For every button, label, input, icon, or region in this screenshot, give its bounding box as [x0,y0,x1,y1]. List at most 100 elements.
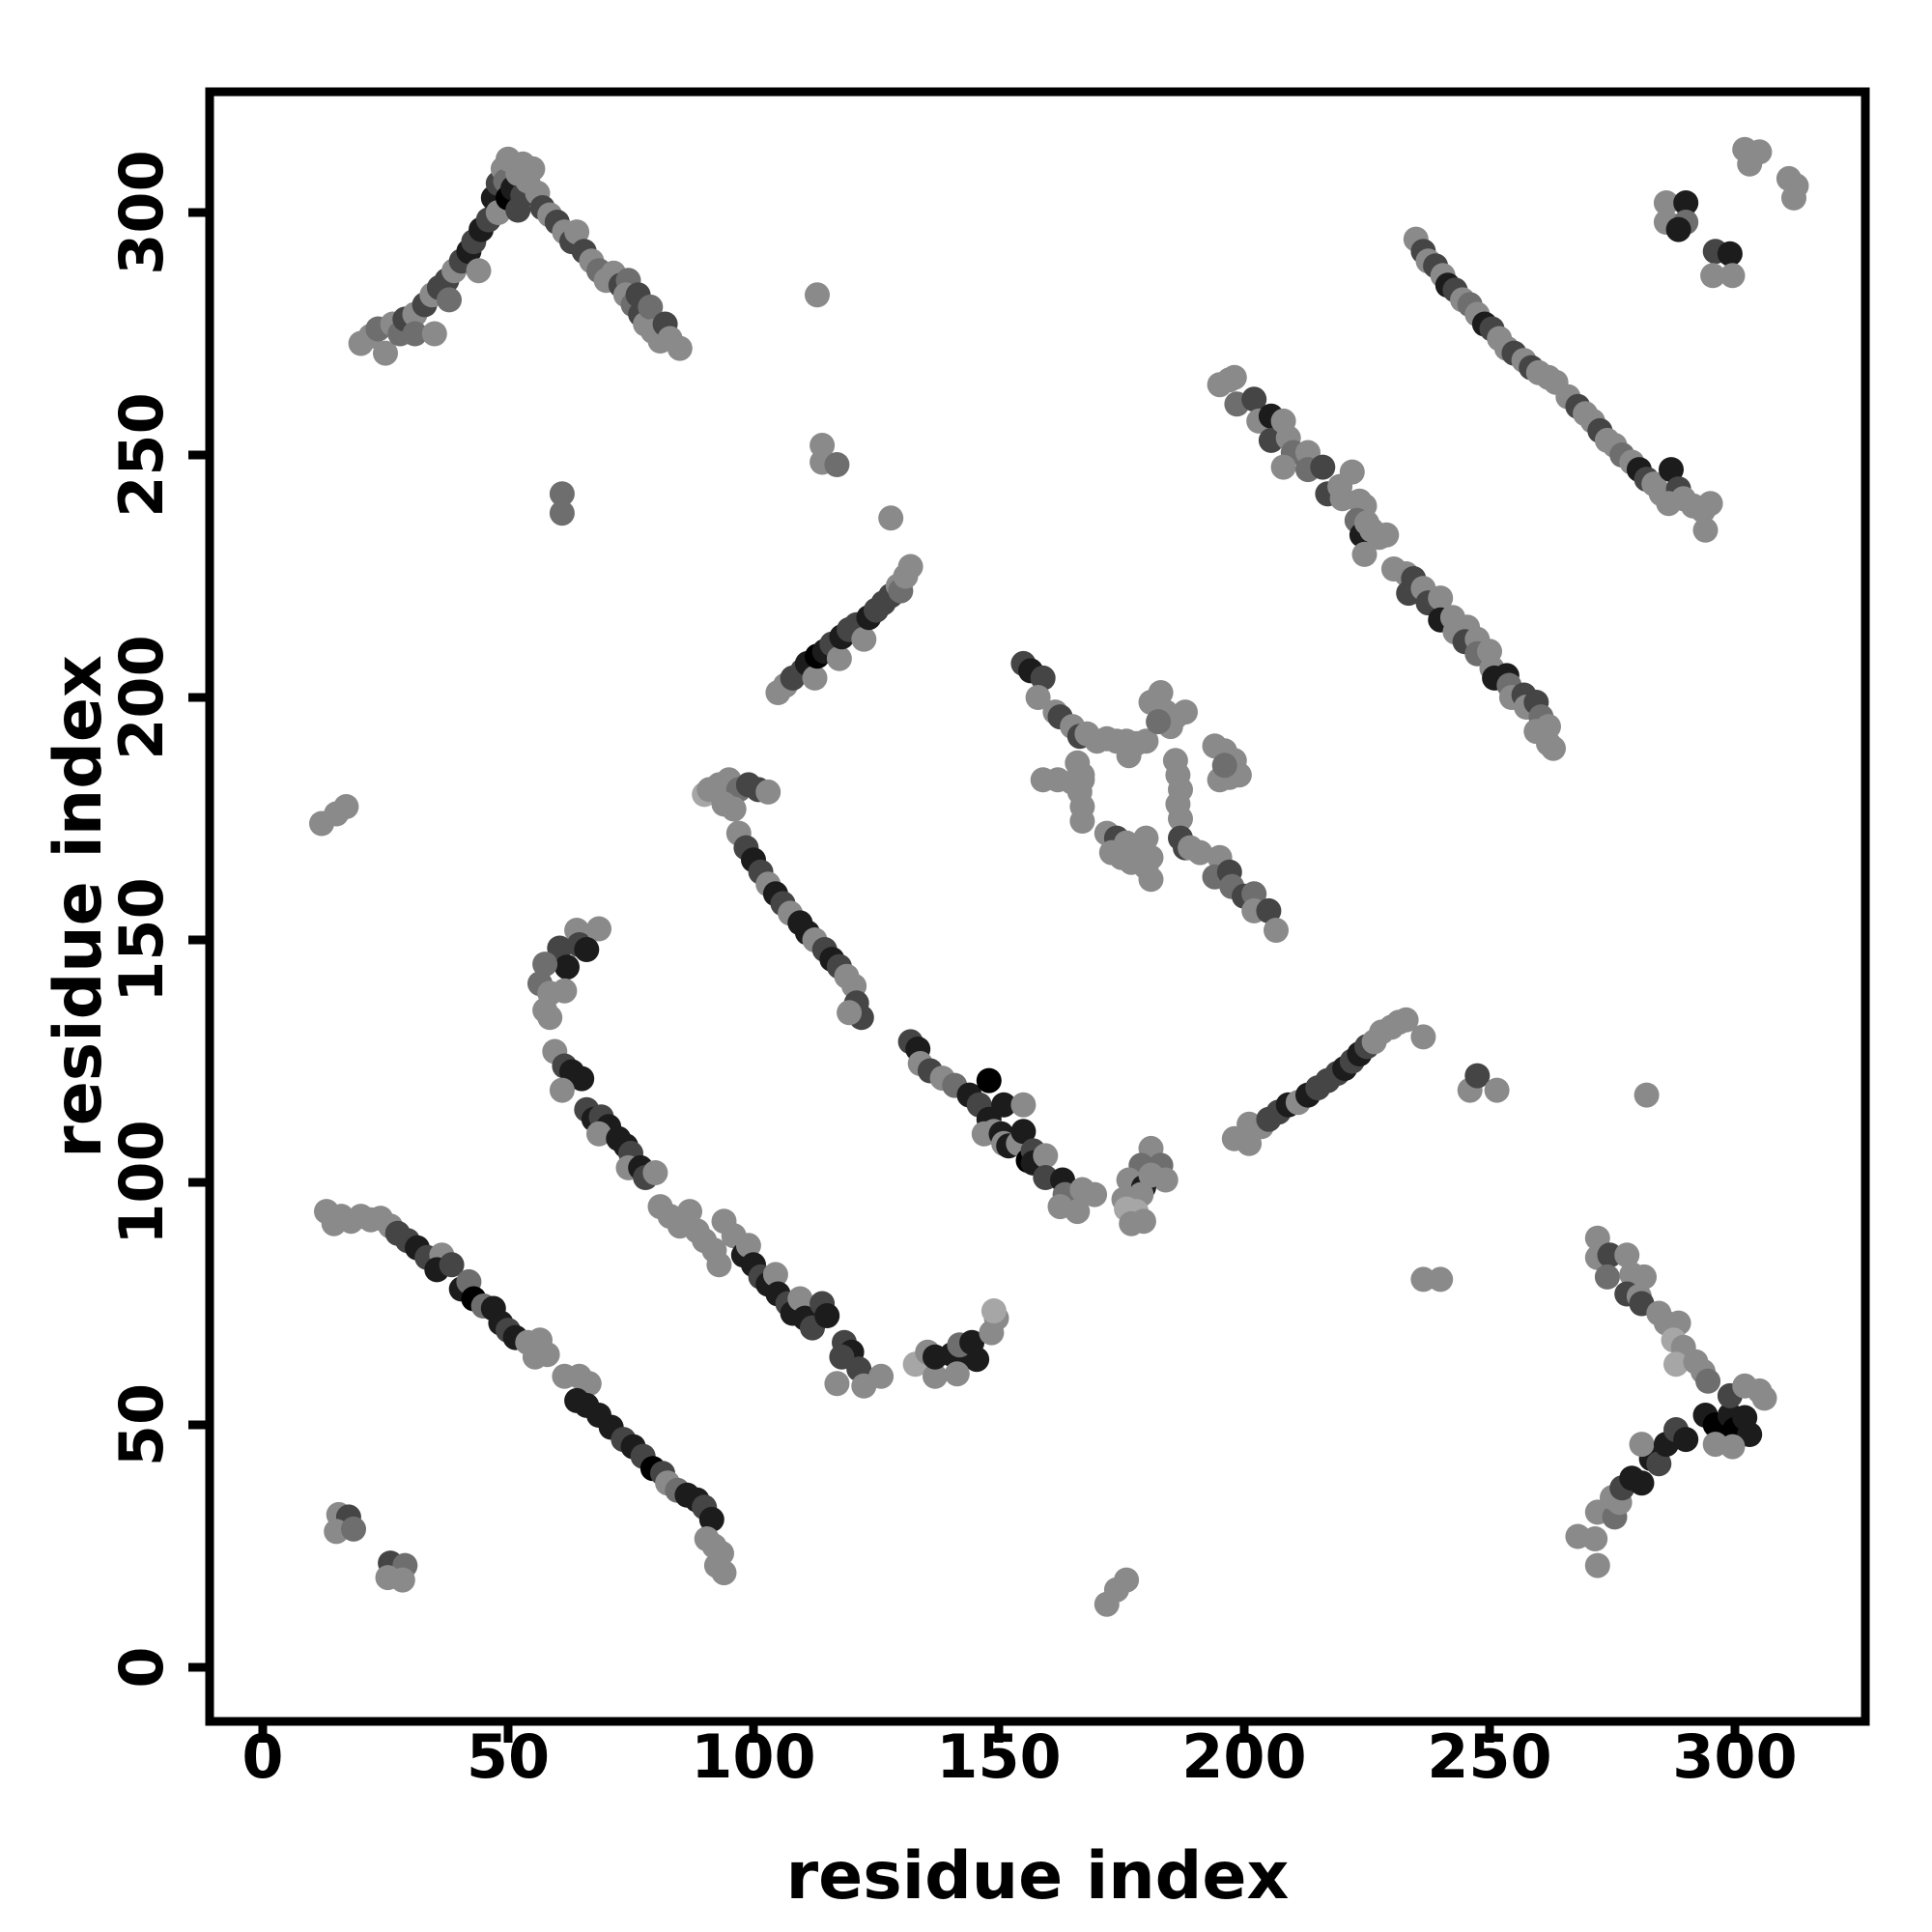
data-point [389,1567,415,1593]
x-tick-label: 200 [1181,1721,1306,1792]
data-point [1138,867,1164,893]
data-point [1241,386,1267,412]
data-point [1584,1552,1610,1578]
x-tick-label: 0 [242,1721,283,1792]
data-point [787,1286,813,1312]
data-point [1138,1162,1164,1188]
data-point [1673,1427,1699,1453]
data-point [1541,735,1566,761]
data-point [1697,491,1723,517]
data-point [1033,1143,1059,1169]
data-point [1069,809,1095,834]
data-point [586,916,611,942]
data-point [1692,517,1719,543]
data-point [1719,1434,1746,1460]
data-point [1719,263,1746,289]
data-point [868,1363,895,1389]
data-point [1130,1208,1156,1235]
y-tick-label: 0 [106,1646,177,1688]
data-point [1010,1092,1037,1118]
data-point [1211,753,1237,779]
data-point [549,1077,575,1103]
data-point [1410,1024,1436,1050]
data-point [1393,1007,1419,1033]
data-point [1187,839,1213,866]
data-point [549,500,575,526]
data-point [402,321,428,347]
data-point [677,1199,702,1225]
data-point [1659,457,1684,483]
data-point [976,1067,1002,1094]
y-tick-label: 300 [106,150,177,274]
data-point [991,1092,1017,1118]
data-point [1629,1432,1655,1458]
data-point [341,1516,366,1542]
data-point [1030,665,1056,691]
data-point [1133,728,1159,754]
data-points-layer [309,136,1809,1617]
data-point [1632,1264,1657,1290]
data-point [1751,1385,1777,1411]
y-axis-label: residue index [41,655,117,1158]
data-point [549,481,575,507]
x-tick-label: 50 [467,1721,550,1792]
data-point [437,287,462,313]
data-point [1351,541,1378,567]
data-point [537,1005,563,1031]
data-point [532,952,558,978]
data-point [439,1252,465,1278]
data-point [735,1233,761,1259]
x-axis-label: residue index [786,1838,1290,1915]
data-point [1634,1082,1660,1108]
data-point [586,1121,611,1147]
data-point [667,335,693,361]
data-point [1339,459,1365,485]
data-point [1221,364,1247,390]
data-point [1374,522,1400,548]
data-point [824,1371,850,1397]
data-point [1484,1077,1510,1103]
data-point [1582,1526,1608,1551]
data-point [755,779,781,805]
data-point [520,156,546,182]
data-point [1594,1264,1620,1290]
data-point [1168,806,1193,832]
data-point [642,1160,668,1185]
data-point [837,1000,863,1026]
y-tick-label: 50 [106,1383,177,1466]
data-point [721,796,747,822]
data-point [698,1506,724,1532]
data-point [1700,263,1726,289]
y-axis-ticks: 0 50 100 150 200 250 300 [106,150,210,1689]
data-point [1173,699,1198,725]
data-point [638,294,664,320]
data-point [534,1342,560,1368]
data-point [1133,825,1159,851]
data-point [1737,151,1763,177]
data-point [1629,1470,1655,1496]
data-point [980,1298,1007,1323]
data-point [1428,585,1454,611]
x-axis-ticks: 0 50 100 150 200 250 300 [242,1721,1798,1792]
data-point [554,954,580,980]
data-point [762,1262,788,1288]
data-point [1695,1368,1721,1394]
data-point [959,1329,985,1355]
data-point [1116,743,1142,769]
data-point [1270,454,1296,480]
data-point [466,258,492,284]
y-tick-label: 200 [106,635,177,759]
data-point [1065,1199,1091,1225]
y-tick-label: 100 [106,1120,177,1244]
data-point [802,665,828,691]
data-point [1146,709,1172,735]
data-point [1614,1242,1640,1268]
data-point [814,1303,840,1328]
data-point [824,452,850,477]
data-point [711,1560,737,1586]
data-point [1663,1351,1689,1378]
data-point [1114,1567,1140,1593]
